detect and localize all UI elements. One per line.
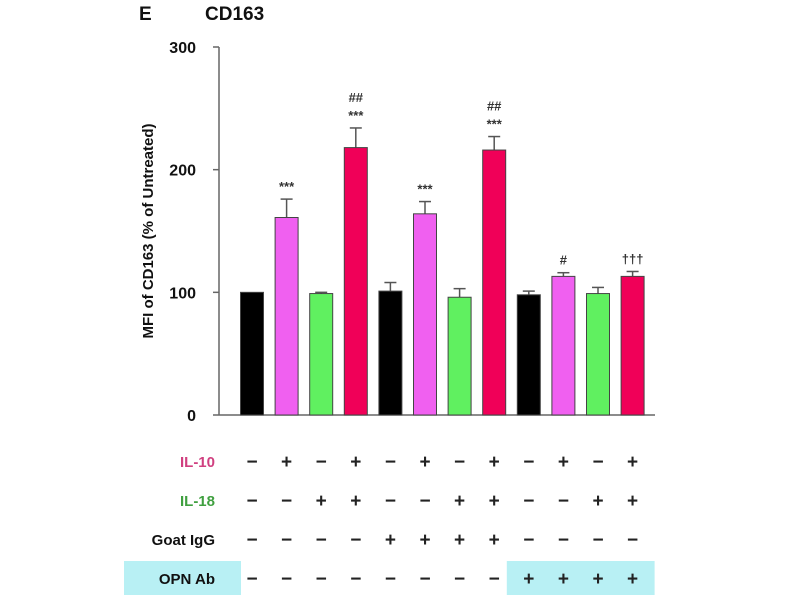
- condition-sign: +: [350, 452, 361, 473]
- condition-sign: −: [316, 530, 327, 551]
- condition-sign: +: [385, 530, 396, 551]
- condition-sign: −: [385, 491, 396, 512]
- condition-sign: +: [454, 491, 465, 512]
- condition-sign: +: [454, 530, 465, 551]
- condition-sign: −: [246, 530, 257, 551]
- row-signs-highlight: [506, 561, 655, 595]
- y-tick-label: 100: [169, 285, 196, 302]
- significance-label: ***: [279, 179, 295, 194]
- condition-sign: −: [627, 530, 638, 551]
- condition-label: Goat IgG: [152, 532, 215, 549]
- condition-sign: −: [558, 530, 569, 551]
- condition-sign: −: [523, 452, 534, 473]
- condition-sign: −: [419, 491, 430, 512]
- condition-sign: +: [627, 491, 638, 512]
- condition-sign: +: [627, 452, 638, 473]
- condition-label: IL-10: [180, 454, 215, 471]
- y-tick-label: 300: [169, 40, 196, 57]
- condition-sign: +: [316, 491, 327, 512]
- condition-sign: +: [558, 569, 569, 590]
- bar: [274, 217, 299, 416]
- condition-sign: −: [385, 452, 396, 473]
- condition-sign: −: [558, 491, 569, 512]
- condition-sign: −: [489, 569, 500, 590]
- bar: [240, 291, 264, 416]
- bar: [482, 149, 507, 416]
- bar: [343, 147, 368, 416]
- significance-label: ##: [349, 90, 364, 105]
- condition-sign: −: [592, 452, 603, 473]
- panel-label: E: [139, 4, 152, 25]
- bar: [516, 294, 541, 416]
- condition-sign: −: [316, 569, 327, 590]
- bar: [586, 293, 610, 416]
- y-axis-label: MFI of CD163 (% of Untreated): [140, 123, 157, 338]
- condition-sign: −: [246, 569, 257, 590]
- significance-label: ***: [417, 182, 433, 197]
- condition-sign: −: [385, 569, 396, 590]
- condition-sign: −: [454, 452, 465, 473]
- condition-sign: −: [523, 491, 534, 512]
- condition-sign: −: [350, 530, 361, 551]
- condition-sign: −: [281, 530, 292, 551]
- condition-sign: +: [592, 491, 603, 512]
- condition-sign: −: [523, 530, 534, 551]
- significance-label: †††: [622, 251, 644, 266]
- y-tick-label: 200: [169, 163, 196, 180]
- significance-label: ***: [348, 108, 364, 123]
- condition-sign: +: [281, 452, 292, 473]
- condition-sign: −: [281, 569, 292, 590]
- bar: [413, 213, 437, 416]
- condition-sign: +: [350, 491, 361, 512]
- row-label-highlight: [124, 561, 241, 595]
- significance-label: #: [560, 253, 568, 268]
- condition-sign: +: [489, 530, 500, 551]
- condition-sign: −: [246, 491, 257, 512]
- bar: [309, 293, 334, 416]
- condition-label: IL-18: [180, 493, 215, 510]
- condition-sign: +: [419, 452, 430, 473]
- significance-label: ##: [487, 99, 502, 114]
- condition-sign: −: [350, 569, 361, 590]
- bar: [447, 296, 472, 416]
- condition-sign: +: [419, 530, 430, 551]
- y-tick-label: 0: [187, 408, 196, 425]
- condition-sign: +: [489, 452, 500, 473]
- bar: [378, 290, 403, 416]
- condition-sign: +: [627, 569, 638, 590]
- condition-label: OPN Ab: [159, 571, 215, 588]
- condition-sign: −: [419, 569, 430, 590]
- condition-sign: +: [592, 569, 603, 590]
- condition-sign: −: [454, 569, 465, 590]
- condition-sign: +: [558, 452, 569, 473]
- bar: [620, 275, 645, 416]
- bar: [551, 275, 576, 416]
- condition-sign: +: [523, 569, 534, 590]
- condition-sign: −: [592, 530, 603, 551]
- condition-sign: −: [281, 491, 292, 512]
- condition-sign: +: [489, 491, 500, 512]
- condition-sign: −: [246, 452, 257, 473]
- condition-sign: −: [316, 452, 327, 473]
- significance-label: ***: [487, 117, 503, 132]
- chart-title: CD163: [205, 4, 264, 25]
